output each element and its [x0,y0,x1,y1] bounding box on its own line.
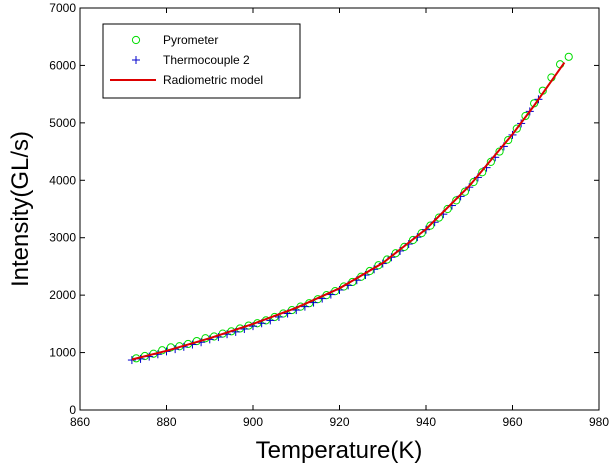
y-axis-label: Intensity(GL/s) [7,131,34,287]
y-tick-label: 0 [69,403,76,417]
data-point-pyrometer [400,242,409,252]
y-tick-label: 4000 [49,173,76,187]
legend-entry: Radiometric model [110,73,263,87]
y-tick-label: 5000 [49,116,76,130]
data-point-pyrometer [417,229,426,238]
data-point-pyrometer [391,249,400,258]
data-point-pyrometer [408,235,418,245]
data-point-pyrometer [504,135,513,145]
data-point-pyrometer [478,168,487,177]
legend: Pyrometer Thermocouple 2 Radiometric model [102,23,301,99]
legend-marker-plus [132,56,140,64]
data-point-pyrometer [460,187,470,196]
legend-marker-circle [131,35,141,45]
data-point-pyrometer [443,204,452,214]
data-point-pyrometer [339,282,348,291]
data-point-pyrometer [521,111,530,121]
y-tick-label: 2000 [49,288,76,302]
x-axis-label: Temperature(K) [256,437,423,464]
data-point-pyrometer [374,261,383,270]
axes-layer: 860 880 900 920 940 960 980 0 1000 2000 3000 4000 50… [49,1,609,429]
data-point-pyrometer [495,147,504,156]
x-tick-label: 900 [243,415,263,429]
data-layer [127,52,573,365]
data-point-thermocouple-2 [127,356,136,365]
y-tick-label: 3000 [49,231,76,245]
legend-label: Pyrometer [163,33,218,47]
y-tick-label: 7000 [49,1,76,15]
legend-label: Thermocouple 2 [163,53,250,67]
x-tick-label: 880 [156,415,176,429]
data-point-pyrometer [365,266,374,276]
data-point-pyrometer [426,221,435,230]
data-point-pyrometer [469,177,478,187]
x-tick-label: 940 [416,415,436,429]
x-tick-label: 980 [589,415,609,429]
data-point-pyrometer [486,157,495,167]
legend-entry: Pyrometer [131,33,218,47]
data-point-pyrometer [434,213,444,222]
data-point-pyrometer [382,255,392,264]
x-tick-label: 920 [329,415,349,429]
x-tick-label: 960 [502,415,522,429]
legend-entries: Pyrometer Thermocouple 2 Radiometric model [110,33,263,87]
y-tick-label: 1000 [49,346,76,360]
x-tick-label: 860 [70,415,90,429]
legend-entry: Thermocouple 2 [132,53,250,67]
data-point-pyrometer [512,124,521,133]
data-point-pyrometer [166,343,175,352]
data-point-pyrometer [452,196,461,205]
legend-label: Radiometric model [163,73,263,87]
y-tick-label: 6000 [49,58,76,72]
data-point-pyrometer [564,52,573,61]
series-line-radiometric-model [131,62,566,361]
